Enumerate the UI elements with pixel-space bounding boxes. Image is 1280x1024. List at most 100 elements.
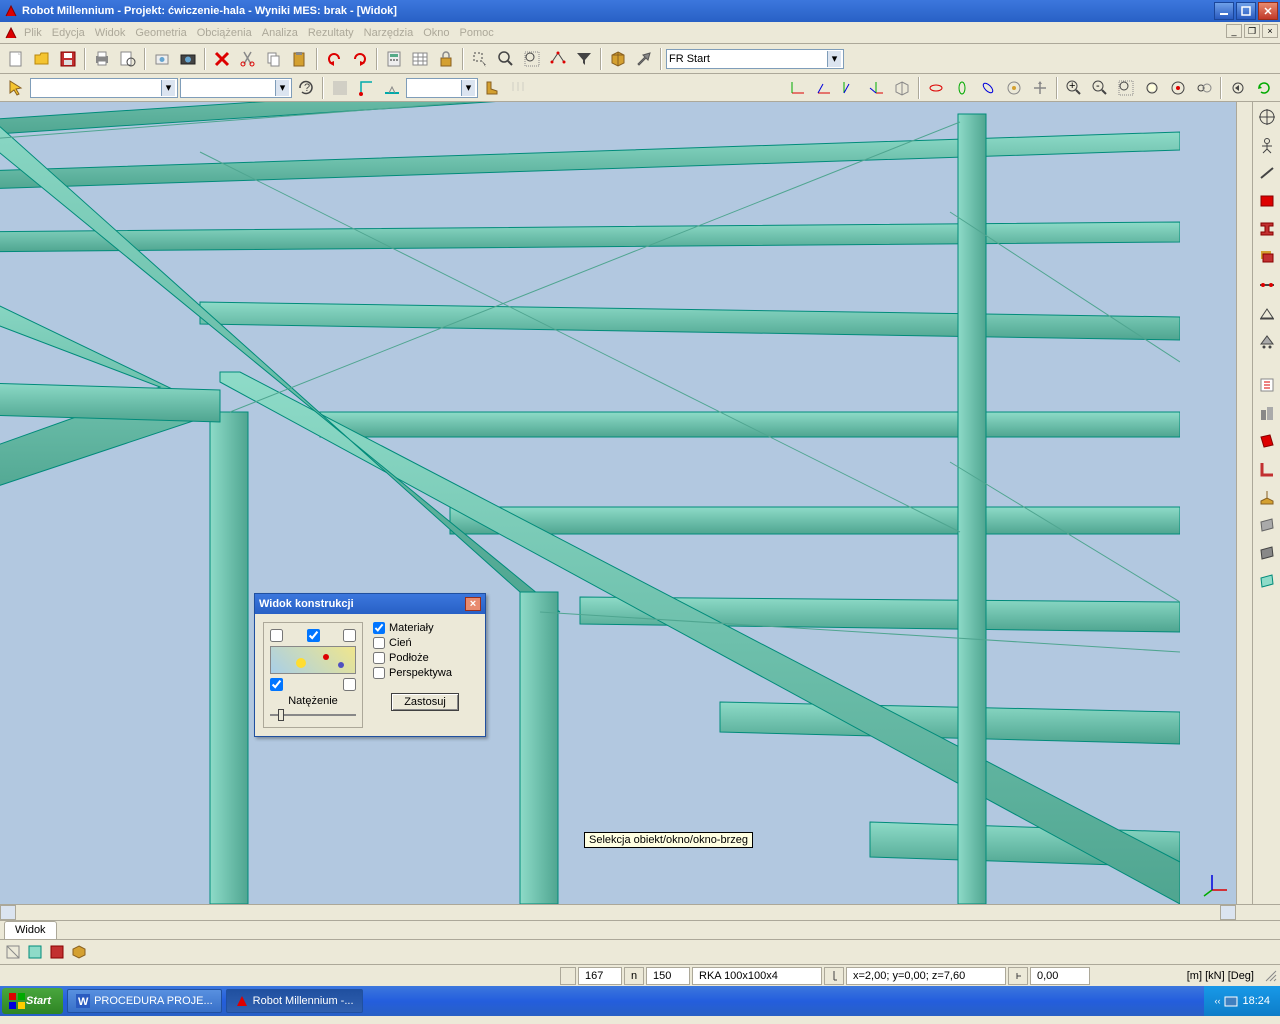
zoom-all-icon[interactable]: [1166, 76, 1190, 100]
light-bl-checkbox[interactable]: [270, 678, 283, 691]
wireframe-mode-icon[interactable]: [4, 943, 22, 961]
menu-widok[interactable]: Widok: [95, 27, 126, 39]
redo-icon[interactable]: [348, 47, 372, 71]
palette-thickness1-icon[interactable]: [1256, 514, 1278, 536]
system-tray[interactable]: ‹‹ 18:24: [1204, 986, 1280, 1016]
pan-icon[interactable]: [1028, 76, 1052, 100]
redraw-icon[interactable]: [1252, 76, 1276, 100]
camera-icon[interactable]: [176, 47, 200, 71]
section-combo[interactable]: ▾: [406, 78, 478, 98]
menu-rezultaty[interactable]: Rezultaty: [308, 27, 354, 39]
view-construction-dialog[interactable]: Widok konstrukcji × Natężenie: [254, 593, 486, 737]
filter-icon[interactable]: [572, 47, 596, 71]
menu-edycja[interactable]: Edycja: [52, 27, 85, 39]
rot-z-icon[interactable]: [976, 76, 1000, 100]
palette-line-icon[interactable]: [1256, 162, 1278, 184]
light-br-checkbox[interactable]: [343, 678, 356, 691]
combo-drop-icon[interactable]: ▾: [161, 80, 175, 96]
mdi-restore[interactable]: ❐: [1244, 24, 1260, 38]
delete-icon[interactable]: [210, 47, 234, 71]
palette-building-icon[interactable]: [1256, 402, 1278, 424]
open-icon[interactable]: [30, 47, 54, 71]
render-mode-icon[interactable]: [70, 943, 88, 961]
tools-icon[interactable]: [632, 47, 656, 71]
zoom-region-icon[interactable]: [1140, 76, 1164, 100]
close-button[interactable]: [1258, 2, 1278, 20]
cube-icon[interactable]: [606, 47, 630, 71]
screenshot-icon[interactable]: [150, 47, 174, 71]
minimize-button[interactable]: [1214, 2, 1234, 20]
palette-support1-icon[interactable]: [1256, 302, 1278, 324]
copy-icon[interactable]: [262, 47, 286, 71]
zoom-out-icon[interactable]: -: [1088, 76, 1112, 100]
combo-drop-icon[interactable]: ▾: [275, 80, 289, 96]
materials-checkbox[interactable]: Materiały: [373, 622, 477, 634]
vertical-scrollbar[interactable]: [1236, 102, 1252, 904]
palette-mesh-icon[interactable]: [1256, 570, 1278, 592]
orbit-icon[interactable]: [1002, 76, 1026, 100]
palette-target-icon[interactable]: [1256, 106, 1278, 128]
selection-combo1[interactable]: ▾: [30, 78, 178, 98]
refresh-icon[interactable]: ?: [294, 76, 318, 100]
light-tr-checkbox[interactable]: [343, 629, 356, 642]
palette-loadcase-icon[interactable]: [1256, 374, 1278, 396]
apply-button[interactable]: Zastosuj: [391, 693, 459, 711]
shaded-mode-icon[interactable]: [26, 943, 44, 961]
mdi-minimize[interactable]: _: [1226, 24, 1242, 38]
zoom-icon[interactable]: [494, 47, 518, 71]
light-tl-checkbox[interactable]: [270, 629, 283, 642]
ground-checkbox[interactable]: Podłoże: [373, 652, 477, 664]
viewport-3d[interactable]: Widok konstrukcji × Natężenie: [0, 102, 1236, 904]
dialog-titlebar[interactable]: Widok konstrukcji ×: [255, 594, 485, 614]
lock-icon[interactable]: [434, 47, 458, 71]
status-n-button[interactable]: n: [624, 967, 644, 985]
boot-icon[interactable]: [480, 76, 504, 100]
dialog-close-button[interactable]: ×: [465, 597, 481, 611]
horizontal-scrollbar[interactable]: [16, 905, 1220, 920]
undo-icon[interactable]: [322, 47, 346, 71]
status-coord-icon[interactable]: [824, 967, 844, 985]
palette-layers-icon[interactable]: [1256, 246, 1278, 268]
zoom-extent-icon[interactable]: [1114, 76, 1138, 100]
menu-narzedzia[interactable]: Narzędzia: [364, 27, 414, 39]
light-tc-checkbox[interactable]: [307, 629, 320, 642]
intensity-slider[interactable]: [270, 709, 356, 721]
axis-xz-icon[interactable]: [812, 76, 836, 100]
combo-drop-icon[interactable]: ▾: [461, 80, 475, 96]
menu-okno[interactable]: Okno: [423, 27, 449, 39]
menu-geometria[interactable]: Geometria: [135, 27, 186, 39]
zoom-in-icon[interactable]: +: [1062, 76, 1086, 100]
zoom-prev-icon[interactable]: [1226, 76, 1250, 100]
palette-panel-icon[interactable]: [1256, 430, 1278, 452]
cut-icon[interactable]: [236, 47, 260, 71]
axis-yz-icon[interactable]: [838, 76, 862, 100]
palette-extrude-icon[interactable]: [1256, 486, 1278, 508]
load-icon[interactable]: [506, 76, 530, 100]
cursor-icon[interactable]: [4, 76, 28, 100]
axis-xy-icon[interactable]: [786, 76, 810, 100]
support-icon[interactable]: [380, 76, 404, 100]
tab-widok[interactable]: Widok: [4, 921, 57, 939]
iso-cube-icon[interactable]: [890, 76, 914, 100]
palette-material-icon[interactable]: [1256, 190, 1278, 212]
taskbar-item-2[interactable]: Robot Millennium -...: [226, 989, 363, 1013]
menu-analiza[interactable]: Analiza: [262, 27, 298, 39]
table-icon[interactable]: [408, 47, 432, 71]
combo-drop-icon[interactable]: ▾: [827, 51, 841, 67]
menu-pomoc[interactable]: Pomoc: [460, 27, 494, 39]
palette-thickness2-icon[interactable]: [1256, 542, 1278, 564]
zoom-window-icon[interactable]: [520, 47, 544, 71]
view-type-combo[interactable]: FR Start ▾: [666, 49, 844, 69]
new-icon[interactable]: [4, 47, 28, 71]
grid-off-icon[interactable]: [328, 76, 352, 100]
hscroll-left[interactable]: [0, 905, 16, 920]
pan3d-icon[interactable]: [546, 47, 570, 71]
axis-3d-icon[interactable]: [864, 76, 888, 100]
calc-icon[interactable]: [382, 47, 406, 71]
zoom-dynamic-icon[interactable]: [1192, 76, 1216, 100]
status-dim-icon[interactable]: [1008, 967, 1028, 985]
taskbar-item-1[interactable]: W PROCEDURA PROJE...: [67, 989, 222, 1013]
selection-combo2[interactable]: ▾: [180, 78, 292, 98]
palette-person-icon[interactable]: [1256, 134, 1278, 156]
node-icon[interactable]: [354, 76, 378, 100]
